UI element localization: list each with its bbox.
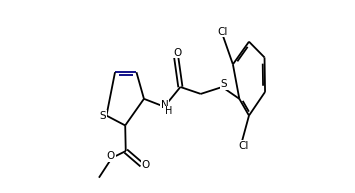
Text: N: N <box>161 100 169 110</box>
Text: Cl: Cl <box>239 141 249 151</box>
Text: O: O <box>141 160 149 170</box>
Text: H: H <box>165 107 173 116</box>
Text: S: S <box>221 79 228 89</box>
Text: Cl: Cl <box>217 27 228 37</box>
Text: O: O <box>107 151 115 161</box>
Text: S: S <box>100 111 106 121</box>
Text: O: O <box>173 48 181 58</box>
